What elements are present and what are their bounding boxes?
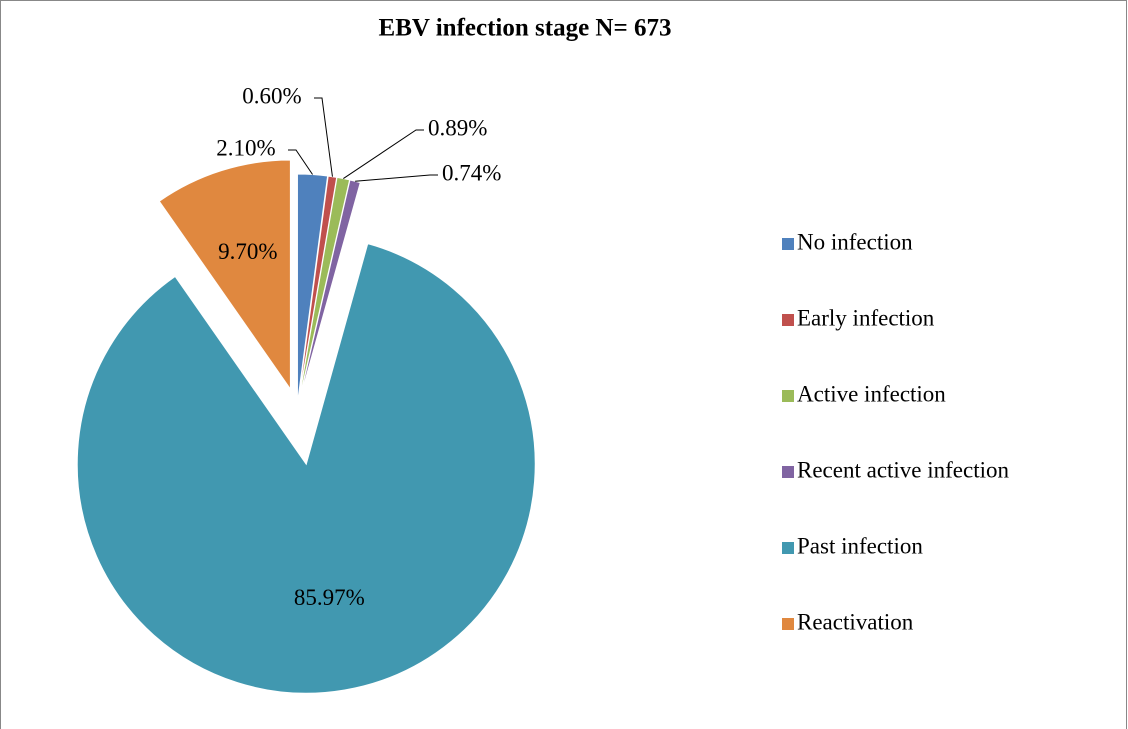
pie-slice [158, 159, 291, 391]
data-label: 9.70% [218, 239, 277, 264]
legend-label: Past infection [797, 533, 923, 558]
legend-label: No infection [797, 229, 913, 254]
legend-label: Reactivation [797, 609, 914, 634]
leader-line [343, 129, 424, 180]
legend-swatch [782, 618, 794, 630]
legend-label: Early infection [797, 305, 935, 330]
data-label: 85.97% [294, 585, 365, 610]
pie-slice [76, 243, 536, 694]
leader-line [355, 174, 438, 182]
legend-swatch [782, 466, 794, 478]
leader-line [288, 149, 313, 175]
data-label: 2.10% [216, 135, 275, 160]
leader-line [314, 97, 333, 177]
legend-label: Recent active infection [797, 457, 1010, 482]
legend-swatch [782, 390, 794, 402]
data-label: 0.60% [242, 83, 301, 108]
legend-label: Active infection [797, 381, 946, 406]
legend-swatch [782, 314, 794, 326]
data-label: 0.74% [442, 160, 501, 185]
legend-swatch [782, 542, 794, 554]
chart-title: EBV infection stage N= 673 [379, 15, 672, 42]
legend-swatch [782, 238, 794, 250]
data-label: 0.89% [428, 115, 487, 140]
